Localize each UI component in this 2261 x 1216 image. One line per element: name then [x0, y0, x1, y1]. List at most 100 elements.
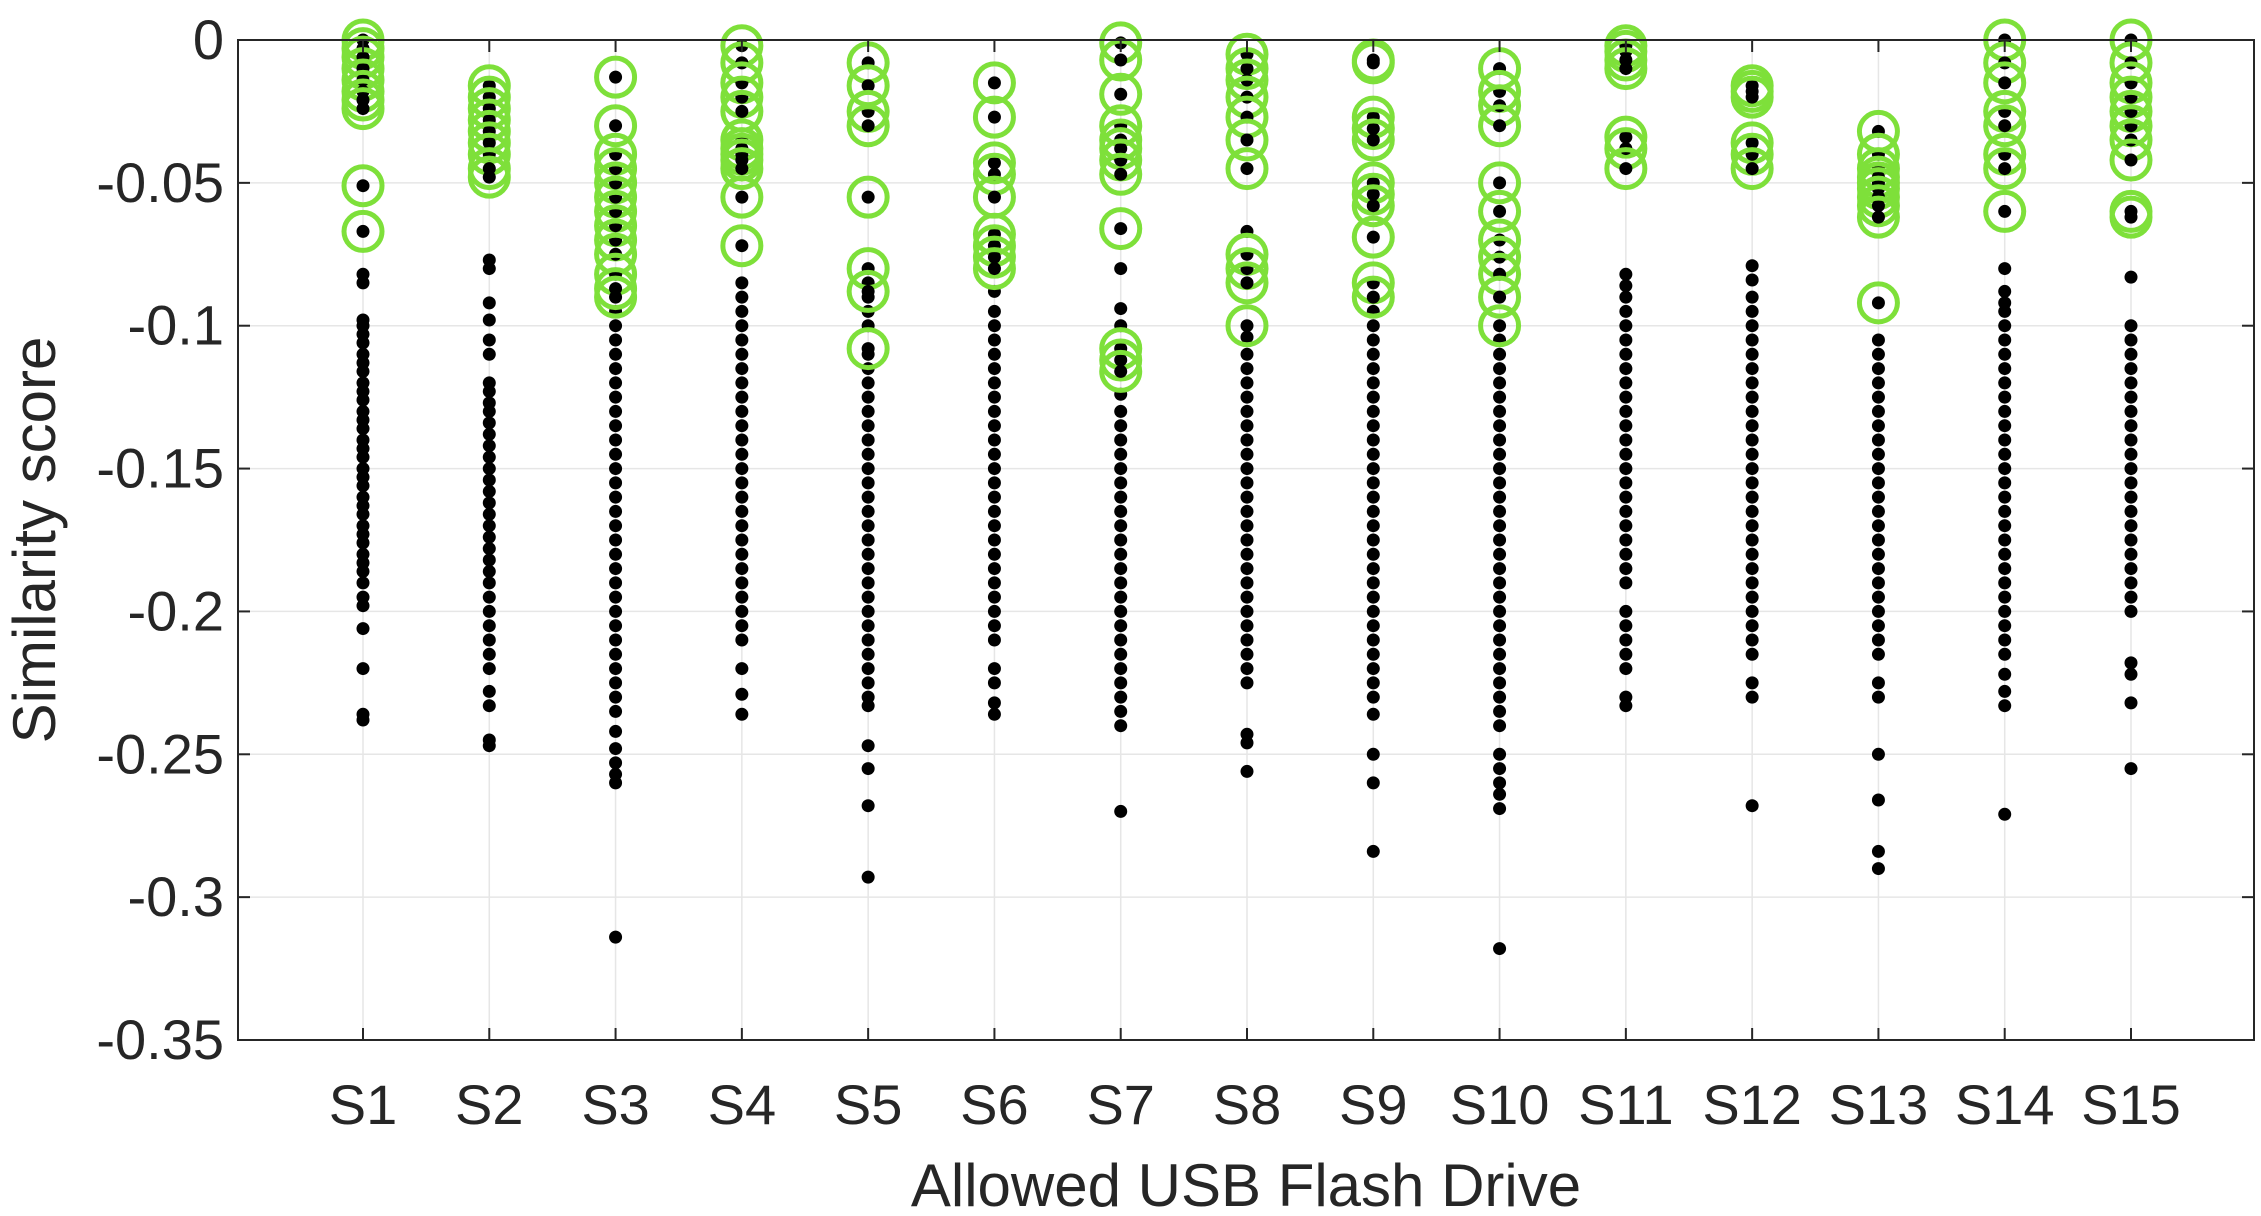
- x-tick-label-s12: S12: [1702, 1073, 1802, 1136]
- data-point: [2124, 667, 2138, 681]
- data-point: [1493, 719, 1507, 733]
- highlight-ring: [1351, 275, 1395, 319]
- data-point: [356, 713, 370, 727]
- data-point: [1998, 347, 2012, 361]
- data-point: [1998, 633, 2012, 647]
- x-tick-label-s13: S13: [1829, 1073, 1929, 1136]
- x-tick-label-s5: S5: [834, 1073, 903, 1136]
- data-point: [1240, 376, 1254, 390]
- data-point: [609, 633, 623, 647]
- data-point: [482, 576, 496, 590]
- data-point: [609, 376, 623, 390]
- data-point: [1745, 162, 1759, 176]
- highlighted-point: [1351, 184, 1395, 228]
- black-dot-markers: [356, 224, 2138, 956]
- data-point: [1114, 547, 1128, 561]
- highlight-ring: [1983, 189, 2027, 233]
- data-point: [609, 519, 623, 533]
- data-point: [482, 519, 496, 533]
- data-point: [861, 762, 875, 776]
- data-point: [2124, 504, 2138, 518]
- data-point: [1493, 619, 1507, 633]
- data-point: [2124, 319, 2138, 333]
- highlighted-point: [1983, 147, 2027, 191]
- data-point: [1366, 619, 1380, 633]
- highlight-ring: [1856, 184, 1900, 228]
- data-point: [1871, 747, 1885, 761]
- data-point: [1240, 764, 1254, 778]
- data-point: [1745, 362, 1759, 376]
- data-point: [735, 390, 749, 404]
- data-point: [735, 562, 749, 576]
- highlight-ring: [720, 175, 764, 219]
- data-point: [1114, 504, 1128, 518]
- data-point: [1114, 662, 1128, 676]
- data-point: [482, 662, 496, 676]
- data-point: [1114, 167, 1128, 181]
- data-point: [2124, 590, 2138, 604]
- data-point: [1366, 590, 1380, 604]
- data-point: [609, 724, 623, 738]
- data-point: [1619, 390, 1633, 404]
- highlight-ring: [1856, 281, 1900, 325]
- data-point: [609, 390, 623, 404]
- highlighted-point: [1225, 147, 1269, 191]
- highlighted-point: [594, 104, 638, 148]
- data-point: [609, 490, 623, 504]
- data-point: [1871, 390, 1885, 404]
- data-point: [1871, 199, 1885, 213]
- data-point: [1366, 676, 1380, 690]
- data-point: [1745, 319, 1759, 333]
- data-point: [987, 190, 1001, 204]
- highlighted-point: [1351, 215, 1395, 259]
- highlight-ring: [720, 147, 764, 191]
- data-point: [861, 619, 875, 633]
- data-point: [1619, 347, 1633, 361]
- data-point: [1871, 862, 1885, 876]
- highlighted-point: [341, 209, 385, 253]
- data-point: [1114, 262, 1128, 276]
- data-point: [1998, 519, 2012, 533]
- data-point: [1240, 676, 1254, 690]
- data-point: [987, 519, 1001, 533]
- data-point: [1240, 633, 1254, 647]
- data-point: [1114, 419, 1128, 433]
- data-point: [861, 447, 875, 461]
- highlighted-point: [1351, 107, 1395, 151]
- data-point: [1871, 647, 1885, 661]
- highlight-ring: [1478, 161, 1522, 205]
- data-point: [1493, 362, 1507, 376]
- data-point: [1745, 347, 1759, 361]
- data-point: [987, 404, 1001, 418]
- data-point: [1493, 662, 1507, 676]
- data-point: [1240, 347, 1254, 361]
- data-point: [861, 647, 875, 661]
- data-point: [1998, 562, 2012, 576]
- data-point: [1114, 590, 1128, 604]
- data-point: [861, 504, 875, 518]
- data-point: [1114, 633, 1128, 647]
- data-point: [861, 519, 875, 533]
- data-point: [1114, 719, 1128, 733]
- data-point: [609, 447, 623, 461]
- data-point: [735, 687, 749, 701]
- data-point: [1745, 433, 1759, 447]
- data-point: [1240, 133, 1254, 147]
- highlighted-point: [720, 175, 764, 219]
- data-point: [987, 662, 1001, 676]
- highlight-ring: [1730, 75, 1774, 119]
- data-point: [987, 347, 1001, 361]
- data-point: [1114, 364, 1128, 378]
- data-point: [1240, 433, 1254, 447]
- highlighted-point: [1856, 184, 1900, 228]
- y-tick-label: -0.35: [96, 1008, 224, 1071]
- data-point: [861, 404, 875, 418]
- data-point: [1493, 562, 1507, 576]
- highlighted-point: [1099, 338, 1143, 382]
- data-point: [2124, 490, 2138, 504]
- data-point: [1114, 519, 1128, 533]
- data-point: [987, 433, 1001, 447]
- highlight-ring: [1983, 104, 2027, 148]
- data-point: [987, 619, 1001, 633]
- data-point: [1871, 619, 1885, 633]
